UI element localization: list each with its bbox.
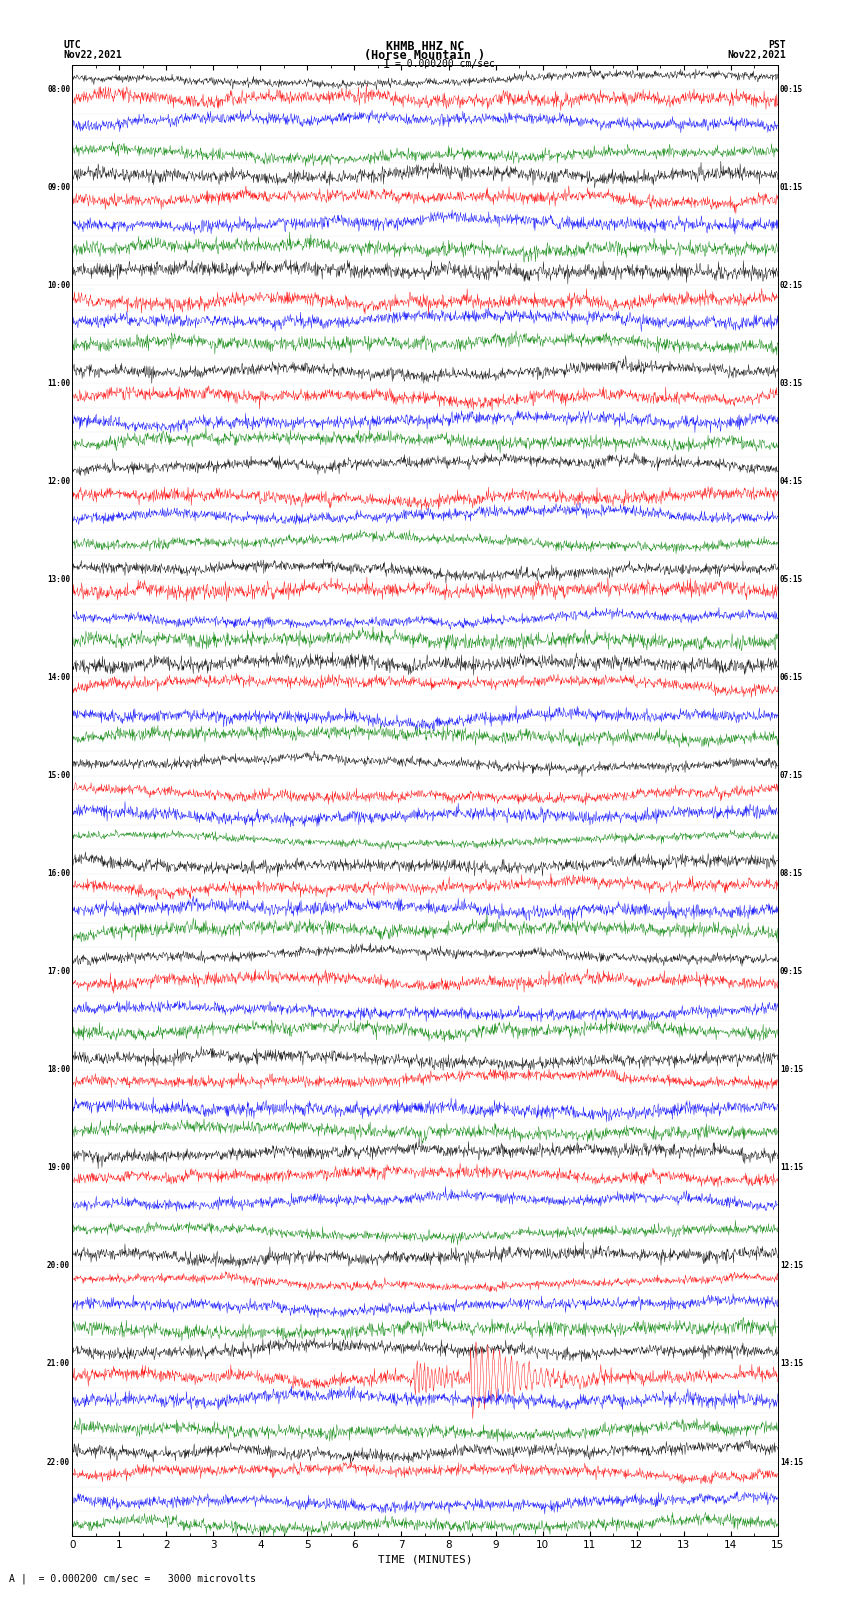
Text: 10:00: 10:00: [47, 281, 71, 290]
Text: 08:15: 08:15: [779, 869, 803, 877]
Text: 10:15: 10:15: [779, 1065, 803, 1074]
Text: 01:15: 01:15: [779, 182, 803, 192]
Text: 17:00: 17:00: [47, 968, 71, 976]
Text: 04:15: 04:15: [779, 477, 803, 486]
Text: 20:00: 20:00: [47, 1261, 71, 1271]
Text: Nov22,2021: Nov22,2021: [728, 50, 786, 60]
Text: 12:00: 12:00: [47, 477, 71, 486]
Text: 14:15: 14:15: [779, 1458, 803, 1466]
Text: 18:00: 18:00: [47, 1065, 71, 1074]
Text: A: A: [8, 1574, 14, 1584]
Text: 09:00: 09:00: [47, 182, 71, 192]
Text: = 0.000200 cm/sec: = 0.000200 cm/sec: [395, 58, 495, 69]
Text: (Horse Mountain ): (Horse Mountain ): [365, 50, 485, 63]
Text: 13:00: 13:00: [47, 574, 71, 584]
Text: 14:00: 14:00: [47, 673, 71, 682]
Text: 11:00: 11:00: [47, 379, 71, 387]
Text: PST: PST: [768, 40, 786, 50]
Text: I: I: [383, 58, 390, 71]
Text: 11:15: 11:15: [779, 1163, 803, 1173]
Text: 19:00: 19:00: [47, 1163, 71, 1173]
X-axis label: TIME (MINUTES): TIME (MINUTES): [377, 1555, 473, 1565]
Text: 02:15: 02:15: [779, 281, 803, 290]
Text: 03:15: 03:15: [779, 379, 803, 387]
Text: 15:00: 15:00: [47, 771, 71, 781]
Text: 21:00: 21:00: [47, 1360, 71, 1368]
Text: 13:15: 13:15: [779, 1360, 803, 1368]
Text: 16:00: 16:00: [47, 869, 71, 877]
Text: 06:15: 06:15: [779, 673, 803, 682]
Text: 05:15: 05:15: [779, 574, 803, 584]
Text: 22:00: 22:00: [47, 1458, 71, 1466]
Text: 08:00: 08:00: [47, 84, 71, 94]
Text: 09:15: 09:15: [779, 968, 803, 976]
Text: |  = 0.000200 cm/sec =   3000 microvolts: | = 0.000200 cm/sec = 3000 microvolts: [21, 1573, 256, 1584]
Text: 00:15: 00:15: [779, 84, 803, 94]
Text: 07:15: 07:15: [779, 771, 803, 781]
Text: 12:15: 12:15: [779, 1261, 803, 1271]
Text: KHMB HHZ NC: KHMB HHZ NC: [386, 39, 464, 53]
Text: UTC: UTC: [64, 40, 82, 50]
Text: Nov22,2021: Nov22,2021: [64, 50, 122, 60]
